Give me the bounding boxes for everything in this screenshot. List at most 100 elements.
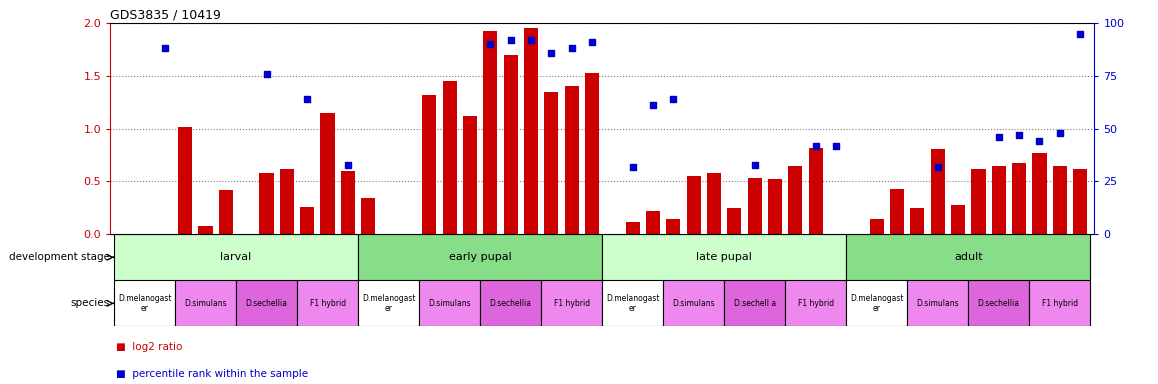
Text: D.melanogast
er: D.melanogast er [118,294,171,313]
Bar [687,176,701,234]
Point [257,71,276,77]
Bar [602,234,846,280]
Point [298,96,316,102]
Bar [727,208,741,234]
Bar [1053,166,1067,234]
Text: D.simulans: D.simulans [916,299,959,308]
Bar [991,166,1006,234]
Bar [280,169,294,234]
Text: D.melanogast
er: D.melanogast er [361,294,416,313]
Point [1050,130,1069,136]
Point [522,37,541,43]
Bar [951,205,965,234]
Bar [236,280,298,326]
Bar [361,199,375,234]
Bar [664,280,724,326]
Text: species: species [71,298,110,308]
Bar [219,190,233,234]
Text: D.melanogast
er: D.melanogast er [606,294,659,313]
Point [338,162,357,168]
Text: D.simulans: D.simulans [673,299,714,308]
Bar [931,149,945,234]
Bar [972,169,985,234]
Bar [870,220,884,234]
Bar [423,95,437,234]
Bar [748,178,762,234]
Bar [321,113,335,234]
Bar [585,73,599,234]
Bar [198,226,213,234]
Bar [175,280,236,326]
Bar [602,280,664,326]
Bar [666,220,681,234]
Bar [463,116,477,234]
Point [481,41,499,47]
Point [827,142,845,149]
Bar [846,234,1090,280]
Point [1071,31,1090,37]
Point [155,45,174,51]
Text: D.melanogast
er: D.melanogast er [850,294,903,313]
Bar [358,234,602,280]
Bar [298,280,358,326]
Bar [419,280,481,326]
Point [1031,138,1049,144]
Bar [178,127,192,234]
Bar [358,280,419,326]
Bar [968,280,1029,326]
Bar [1012,164,1026,234]
Bar [115,234,358,280]
Point [563,45,581,51]
Bar [808,148,823,234]
Bar [1029,280,1090,326]
Point [501,37,520,43]
Text: F1 hybrid: F1 hybrid [1042,299,1078,308]
Bar [907,280,968,326]
Text: late pupal: late pupal [696,252,752,262]
Text: GDS3835 / 10419: GDS3835 / 10419 [110,9,221,22]
Bar [910,208,924,234]
Point [644,103,662,109]
Text: development stage: development stage [8,252,110,262]
Text: F1 hybrid: F1 hybrid [798,299,834,308]
Bar [541,280,602,326]
Point [989,134,1007,140]
Bar [706,173,721,234]
Bar [483,31,498,234]
Bar [846,280,907,326]
Point [664,96,682,102]
Bar [442,81,456,234]
Text: D.sechellia: D.sechellia [245,299,287,308]
Text: F1 hybrid: F1 hybrid [309,299,346,308]
Bar [544,92,558,234]
Point [929,164,947,170]
Bar [300,207,314,234]
Text: D.sechell a: D.sechell a [734,299,776,308]
Text: D.sechellia: D.sechellia [977,299,1020,308]
Point [582,39,601,45]
Bar [259,173,273,234]
Bar [1073,169,1087,234]
Bar [504,55,518,234]
Bar [768,179,782,234]
Bar [481,280,541,326]
Bar [523,28,538,234]
Bar [724,280,785,326]
Point [806,142,824,149]
Point [746,162,764,168]
Point [542,50,560,56]
Text: ■  log2 ratio: ■ log2 ratio [116,342,182,352]
Text: ■  percentile rank within the sample: ■ percentile rank within the sample [116,369,308,379]
Bar [1032,153,1047,234]
Text: D.simulans: D.simulans [428,299,471,308]
Bar [340,171,356,234]
Point [623,164,642,170]
Bar [625,222,639,234]
Text: larval: larval [220,252,251,262]
Text: D.simulans: D.simulans [184,299,227,308]
Bar [565,86,579,234]
Text: D.sechellia: D.sechellia [490,299,532,308]
Text: F1 hybrid: F1 hybrid [554,299,589,308]
Bar [115,280,175,326]
Bar [785,280,846,326]
